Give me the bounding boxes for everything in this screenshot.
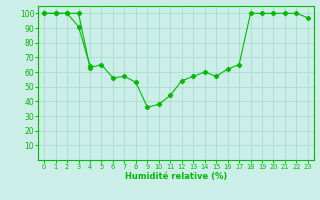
X-axis label: Humidité relative (%): Humidité relative (%) [125, 172, 227, 181]
